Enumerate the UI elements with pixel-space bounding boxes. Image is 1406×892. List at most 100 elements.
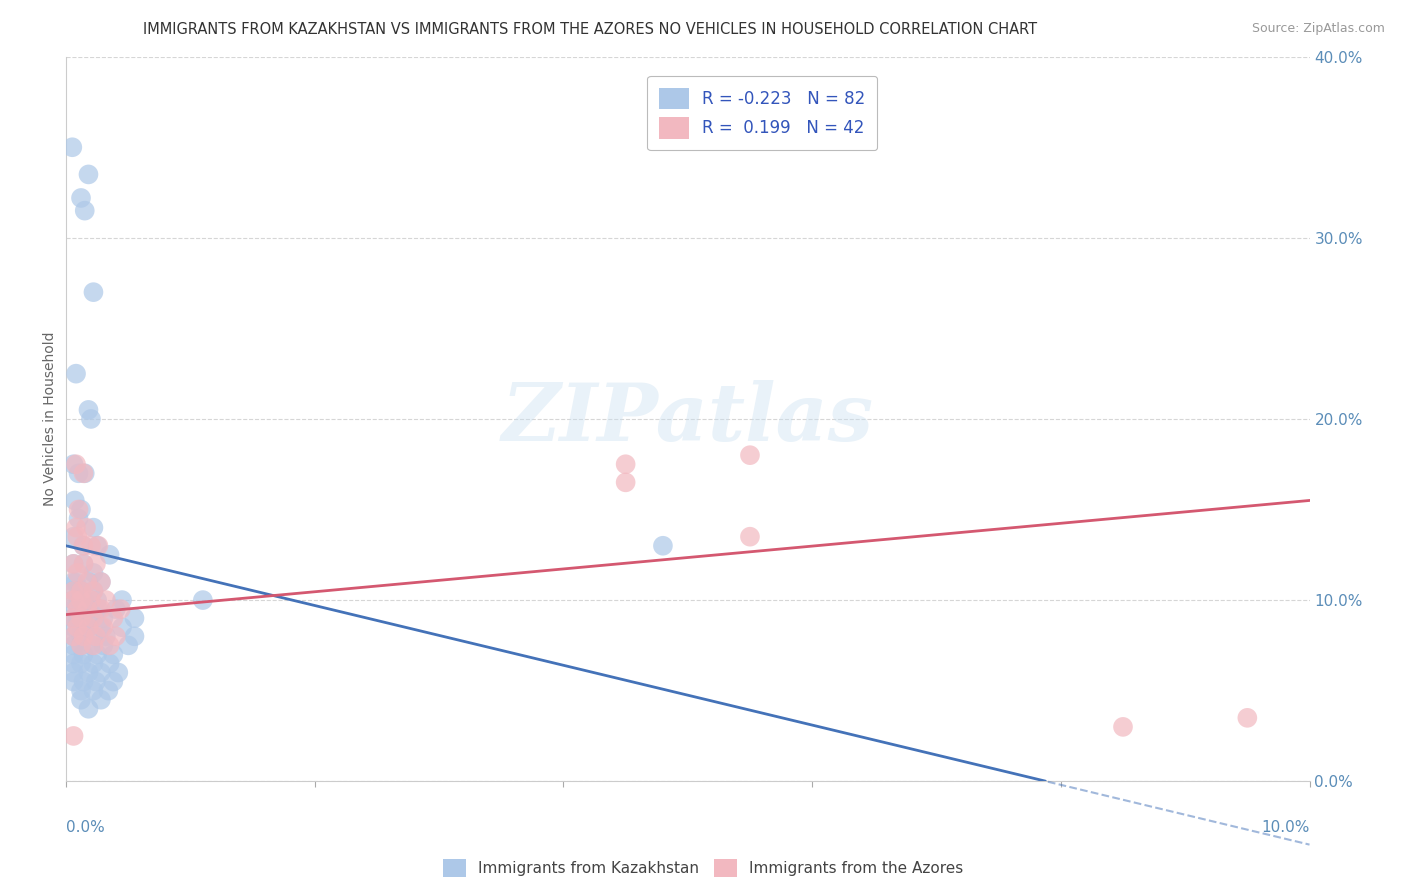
- Point: [86, 539, 108, 553]
- Point: [62, 611, 84, 625]
- Point: [90, 574, 112, 589]
- Point: [90, 574, 112, 589]
- Point: [70, 657, 93, 671]
- Point: [614, 475, 637, 490]
- Point: [117, 639, 139, 653]
- Point: [80, 539, 103, 553]
- Point: [77, 702, 100, 716]
- Point: [73, 593, 96, 607]
- Point: [70, 629, 93, 643]
- Point: [77, 665, 100, 680]
- Point: [652, 539, 675, 553]
- Point: [70, 584, 93, 599]
- Legend: R = -0.223   N = 82, R =  0.199   N = 42: R = -0.223 N = 82, R = 0.199 N = 42: [647, 76, 877, 151]
- Point: [77, 602, 100, 616]
- Point: [72, 674, 94, 689]
- Point: [103, 611, 125, 625]
- Point: [62, 657, 84, 671]
- Text: 10.0%: 10.0%: [1261, 820, 1309, 835]
- Point: [104, 629, 127, 643]
- Text: IMMIGRANTS FROM KAZAKHSTAN VS IMMIGRANTS FROM THE AZORES NO VEHICLES IN HOUSEHOL: IMMIGRANTS FROM KAZAKHSTAN VS IMMIGRANTS…: [143, 22, 1038, 37]
- Point: [62, 629, 84, 643]
- Point: [1236, 711, 1258, 725]
- Point: [111, 620, 134, 634]
- Point: [90, 620, 112, 634]
- Point: [94, 593, 117, 607]
- Point: [72, 629, 94, 643]
- Point: [82, 683, 104, 698]
- Point: [62, 584, 84, 599]
- Point: [73, 467, 96, 481]
- Point: [62, 639, 84, 653]
- Point: [86, 648, 108, 662]
- Point: [84, 674, 107, 689]
- Point: [67, 511, 90, 525]
- Point: [110, 602, 132, 616]
- Point: [103, 674, 125, 689]
- Point: [82, 584, 104, 599]
- Point: [72, 557, 94, 571]
- Point: [75, 521, 97, 535]
- Point: [62, 665, 84, 680]
- Point: [62, 729, 84, 743]
- Point: [82, 629, 104, 643]
- Point: [93, 639, 115, 653]
- Point: [77, 168, 100, 182]
- Text: 0.0%: 0.0%: [66, 820, 105, 835]
- Point: [62, 629, 84, 643]
- Point: [87, 539, 110, 553]
- Point: [62, 674, 84, 689]
- Y-axis label: No Vehicles in Household: No Vehicles in Household: [44, 332, 58, 506]
- Point: [65, 521, 87, 535]
- Point: [82, 657, 104, 671]
- Point: [93, 611, 115, 625]
- Point: [62, 648, 84, 662]
- Point: [70, 191, 93, 205]
- Point: [70, 620, 93, 634]
- Point: [107, 665, 129, 680]
- Point: [66, 620, 89, 634]
- Point: [80, 412, 103, 426]
- Point: [93, 620, 115, 634]
- Point: [67, 593, 90, 607]
- Point: [72, 467, 94, 481]
- Point: [82, 521, 104, 535]
- Point: [90, 692, 112, 706]
- Point: [738, 448, 761, 462]
- Text: Source: ZipAtlas.com: Source: ZipAtlas.com: [1251, 22, 1385, 36]
- Point: [77, 620, 100, 634]
- Text: ZIPatlas: ZIPatlas: [502, 380, 875, 458]
- Point: [62, 457, 84, 471]
- Point: [82, 566, 104, 580]
- Point: [124, 611, 146, 625]
- Point: [62, 584, 84, 599]
- Point: [72, 557, 94, 571]
- Point: [70, 584, 93, 599]
- Point: [111, 593, 134, 607]
- Point: [62, 620, 84, 634]
- Point: [62, 557, 84, 571]
- Point: [82, 639, 104, 653]
- Point: [98, 548, 121, 562]
- Point: [104, 602, 127, 616]
- Point: [98, 657, 121, 671]
- Point: [65, 574, 87, 589]
- Point: [80, 593, 103, 607]
- Point: [62, 593, 84, 607]
- Point: [65, 367, 87, 381]
- Point: [124, 629, 146, 643]
- Point: [66, 602, 89, 616]
- Point: [90, 665, 112, 680]
- Point: [62, 611, 84, 625]
- Point: [66, 566, 89, 580]
- Point: [70, 593, 93, 607]
- Point: [70, 683, 93, 698]
- Point: [80, 639, 103, 653]
- Point: [66, 530, 89, 544]
- Point: [70, 692, 93, 706]
- Point: [67, 502, 90, 516]
- Point: [62, 574, 84, 589]
- Point: [77, 403, 100, 417]
- Point: [77, 620, 100, 634]
- Point: [70, 602, 93, 616]
